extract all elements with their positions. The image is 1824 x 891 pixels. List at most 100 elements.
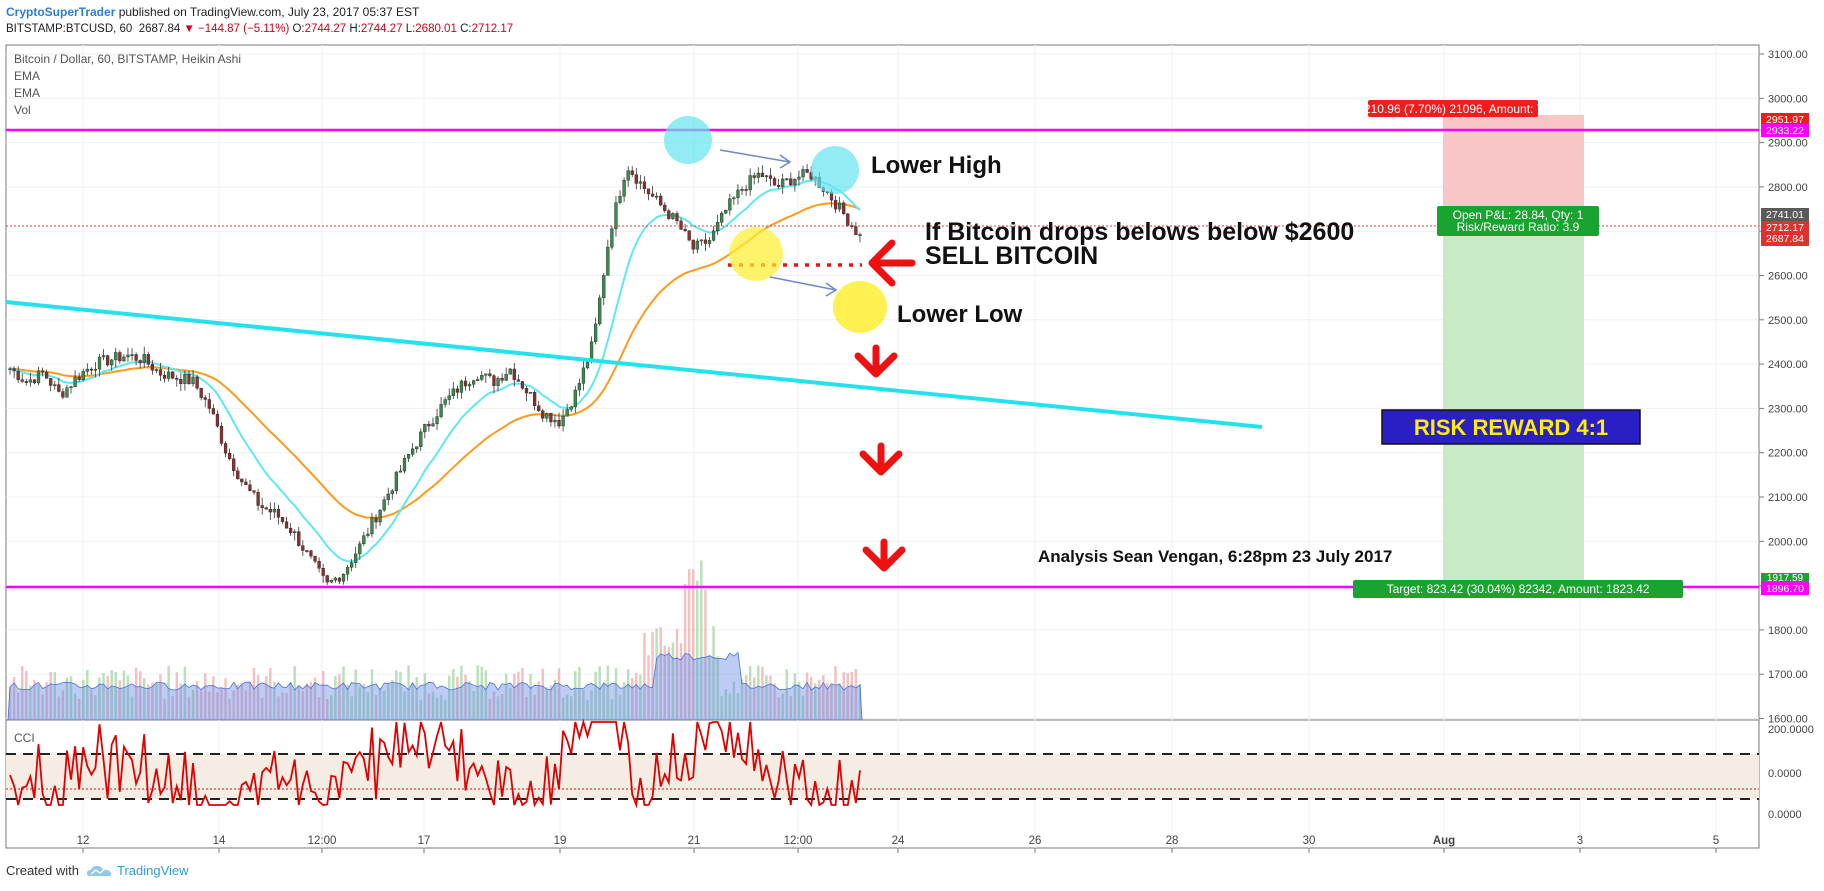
volume-bar [419, 699, 422, 720]
risk-ratio-text: Risk/Reward Ratio: 3.9 [1457, 220, 1580, 234]
y-tick-label: 3000.00 [1768, 93, 1808, 105]
lower-low-label: Lower Low [897, 301, 1023, 328]
time-axis[interactable]: 12 14 12:00 17 19 21 12:00 24 26 28 30 Aug 3 5 [77, 835, 1720, 853]
volume-bar [187, 696, 191, 720]
open-pnl-badge [1437, 206, 1599, 236]
volume-bar [773, 683, 776, 720]
candle-body [411, 448, 415, 455]
candle-body [138, 360, 142, 364]
volume-bar [708, 654, 711, 720]
volume-bar [171, 695, 174, 720]
candle-body [443, 399, 447, 405]
volume-bar [614, 668, 618, 720]
candle-body [541, 410, 545, 419]
volume-bar [252, 667, 256, 720]
volume-bar [631, 677, 634, 720]
candle-body [179, 379, 183, 384]
upper-line-tag-text: 2933.22 [1766, 125, 1804, 137]
volume-bar [602, 683, 605, 720]
volume-bar [370, 669, 374, 720]
volume-bar [16, 692, 20, 720]
volume-bar [321, 670, 325, 720]
candle-body [488, 373, 492, 376]
volume-bar [281, 692, 284, 720]
y-tick-label: 2100.00 [1768, 492, 1808, 504]
candle-body [740, 189, 744, 191]
volume-bar [330, 695, 333, 720]
candle-body [744, 189, 748, 191]
author-link[interactable]: CryptoSuperTrader [6, 5, 116, 19]
candle-body [801, 169, 805, 178]
candle-body [500, 377, 504, 381]
volume-bar [525, 696, 528, 720]
candle-body [12, 368, 16, 372]
tradingview-brand[interactable]: TradingView [86, 863, 189, 878]
y-tick-label: 2200.00 [1768, 448, 1808, 460]
candle-body [223, 443, 228, 454]
volume-bar [736, 692, 740, 720]
stop-price-tag-text: 2951.97 [1766, 114, 1804, 126]
descending-trendline[interactable] [5, 300, 1263, 429]
stop-badge-text: Stop: 210.96 (7.70%) 21096, Amount: 789.… [1333, 102, 1574, 116]
candle-body [728, 198, 732, 211]
volume-bar [521, 667, 524, 720]
candle-body [581, 367, 586, 384]
candle-body [496, 377, 500, 386]
volume-bar [358, 686, 361, 720]
candle-body [53, 384, 57, 387]
volume-bar [748, 666, 752, 720]
candle-body [427, 423, 431, 427]
candle-body [622, 180, 626, 197]
volume-bar [86, 669, 89, 720]
candle-body [150, 364, 154, 371]
candle-body [252, 490, 256, 493]
candle-body [134, 354, 138, 361]
x-tick-label: 5 [1713, 835, 1719, 847]
candle-body [280, 516, 285, 522]
volume-bar [147, 684, 150, 720]
volume-bar [285, 693, 288, 720]
cci-line [9, 718, 861, 809]
volume-bar [805, 672, 809, 720]
volume-bar [297, 685, 300, 720]
cci-legend[interactable]: CCI [14, 731, 35, 745]
candle-body [146, 354, 150, 365]
stop-zone [1443, 115, 1584, 222]
current-price-tag [1761, 208, 1809, 221]
volume-bar [216, 691, 219, 720]
candle-body [236, 470, 240, 480]
volume-bar [655, 628, 658, 720]
candle-body [114, 352, 118, 361]
price-axis[interactable]: 3100.003000.002900.002800.002700.002600.… [1759, 49, 1808, 726]
volume-bar [175, 672, 178, 720]
symbol-line: BITSTAMP:BTCUSD, 60 2687.84 ▼ −144.87 (−… [6, 21, 513, 37]
candle-body [297, 531, 301, 546]
candle-body [854, 226, 858, 236]
volume-bar [716, 656, 719, 720]
candle-body [40, 370, 45, 373]
volume-bar [700, 560, 703, 720]
volume-bar [122, 670, 126, 720]
volume-bar [456, 676, 459, 720]
candle-body [382, 499, 386, 511]
volume-bar [114, 672, 117, 720]
volume-bar [61, 690, 65, 720]
open-pnl-text: Open P&L: 28.84, Qty: 1 [1453, 208, 1584, 222]
volume-bar [399, 671, 402, 720]
published-line: CryptoSuperTrader published on TradingVi… [6, 3, 419, 21]
volume-bar [155, 683, 158, 720]
symbol-name: BITSTAMP:BTCUSD, 60 [6, 23, 133, 35]
volume-bar [163, 698, 166, 720]
candle-body [24, 381, 28, 383]
candle-body [406, 454, 411, 459]
volume-bar [460, 665, 463, 720]
volume-bar [102, 672, 105, 720]
legend-vol[interactable]: Vol [14, 103, 31, 117]
legend-ema-1[interactable]: EMA [14, 69, 40, 83]
legend-ema-2[interactable]: EMA [14, 86, 40, 100]
candle-body [504, 374, 508, 381]
candle-body [463, 380, 468, 387]
volume-bar [854, 668, 858, 720]
